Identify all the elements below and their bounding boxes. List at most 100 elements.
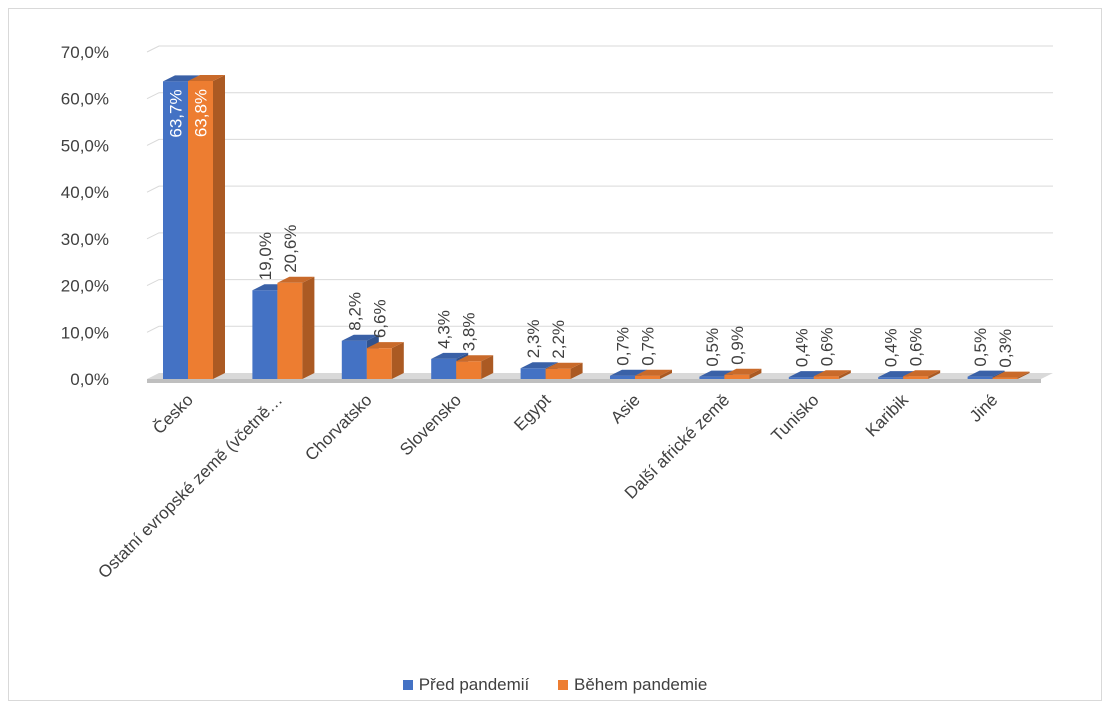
bar-front [635, 375, 660, 379]
legend-swatch-before [402, 680, 413, 690]
data-label: 2,2% [549, 320, 568, 359]
y-tick-label: 10,0% [61, 323, 109, 342]
bar-front [610, 375, 635, 379]
floor-edge [147, 379, 1041, 383]
data-label: 8,2% [345, 292, 364, 331]
data-label: 20,6% [281, 225, 300, 273]
bar-chart: 0,0%10,0%20,0%30,0%40,0%50,0%60,0%70,0% … [61, 43, 1053, 582]
y-tick-label: 20,0% [61, 277, 109, 296]
data-label: 0,7% [614, 327, 633, 366]
bar-front [431, 358, 457, 379]
data-label: 0,9% [728, 326, 747, 365]
bar-front [967, 376, 993, 379]
gridline [146, 138, 1053, 146]
bar-front [456, 361, 482, 379]
bar-front [341, 340, 367, 379]
gridlines [146, 45, 1053, 333]
bar-front [188, 80, 213, 379]
bar-top [341, 334, 379, 341]
data-labels: 63,7% 63,8% 19,0% 20,6% 8,2% 6,6% 4,3% 3,8% 2,3%… [167, 89, 1016, 368]
category-label: Ostatní evropské země (včetně… [94, 390, 286, 582]
category-label: Tunisko [768, 390, 823, 445]
bar-front [699, 376, 725, 379]
y-tick-label: 50,0% [61, 136, 109, 155]
gridline [146, 92, 1053, 100]
bar-front [277, 282, 303, 379]
category-label: Česko [149, 390, 197, 438]
bar-side [838, 370, 851, 379]
bar-top [903, 370, 941, 377]
data-label: 0,6% [907, 327, 926, 366]
chart-frame: 0,0% 10,0% 20,0% 30,0% 40,0% 50,0% 60,0% 70,0% … [8, 8, 1102, 701]
bar [545, 362, 583, 379]
bar-front [163, 81, 188, 380]
bar [903, 370, 941, 379]
data-label: 0,4% [882, 328, 901, 367]
y-tick-label: 40,0% [61, 183, 109, 202]
data-label: 0,5% [971, 328, 990, 367]
bar-side [570, 362, 583, 379]
bar-front [788, 377, 814, 379]
category-label: Asie [607, 390, 644, 427]
legend-swatch-during [558, 680, 569, 690]
bar [277, 276, 315, 379]
data-label: 6,6% [370, 299, 389, 338]
y-tick-label: 0,0% [70, 370, 109, 389]
bar-top [188, 74, 225, 81]
bar-top [545, 362, 583, 369]
data-label: 0,7% [639, 327, 658, 366]
bar-front [520, 368, 546, 379]
legend-item-during: Během pandemie [558, 675, 707, 695]
bar-front [366, 348, 392, 379]
category-label: Chorvatsko [301, 390, 375, 464]
legend-item-before: Před pandemií [402, 675, 530, 695]
bars [163, 74, 1030, 380]
bar-side [1017, 371, 1030, 379]
bar-front [252, 290, 278, 379]
category-label: Karibik [862, 390, 913, 441]
legend-label-during: Během pandemie [574, 675, 708, 694]
bar-side [660, 369, 672, 379]
y-tick-label: 30,0% [61, 230, 109, 249]
bar-top [520, 362, 558, 369]
legend: Před pandemií Během pandemie [9, 675, 1101, 695]
bar-top [610, 369, 647, 376]
bar-front [724, 374, 750, 379]
legend-label-before: Před pandemií [418, 675, 530, 694]
bar [456, 355, 494, 379]
category-label: Egypt [510, 390, 554, 434]
gridline [146, 325, 1053, 333]
bar-front [903, 376, 929, 379]
bar-top [456, 355, 494, 362]
data-label: 0,3% [996, 329, 1015, 368]
bar [724, 368, 762, 379]
data-label: 0,5% [703, 328, 722, 367]
category-label: Jiné [966, 390, 1001, 425]
data-label: 63,7% [167, 89, 186, 137]
bar-top [635, 369, 672, 376]
y-tick-label: 70,0% [61, 43, 109, 62]
bar-top [277, 276, 315, 283]
bar-top [724, 368, 762, 375]
bar-side [213, 74, 225, 379]
data-label: 0,6% [817, 327, 836, 366]
bar [366, 342, 404, 379]
data-label: 63,8% [192, 89, 211, 137]
category-label: Slovensko [396, 390, 465, 459]
gridline [146, 45, 1053, 53]
data-label: 2,3% [524, 320, 543, 359]
bar-front [545, 368, 571, 379]
bar-top [431, 352, 469, 359]
bar-top [366, 342, 404, 349]
data-label: 4,3% [435, 310, 454, 349]
bar [635, 369, 672, 379]
bar-top [992, 371, 1030, 378]
bar-side [302, 276, 315, 379]
bar-top [813, 370, 851, 377]
bar-side [391, 342, 404, 379]
bar [992, 371, 1030, 379]
data-label: 0,4% [792, 328, 811, 367]
bar-side [749, 368, 762, 379]
y-axis-tick-labels: 0,0% 10,0% 20,0% 30,0% 40,0% 50,0% 60,0% 70,0% [61, 43, 109, 389]
